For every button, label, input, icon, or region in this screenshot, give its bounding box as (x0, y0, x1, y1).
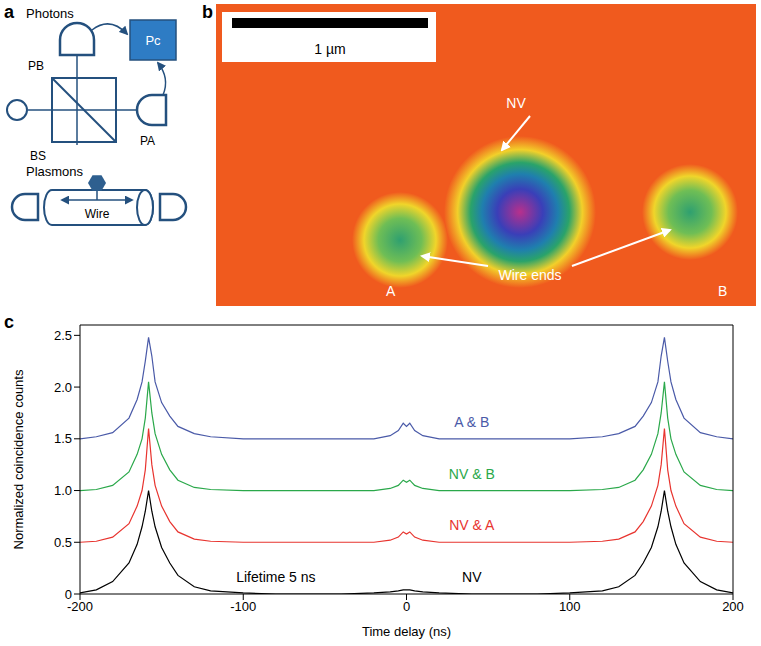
svg-text:Photons: Photons (26, 6, 74, 21)
svg-text:PA: PA (140, 134, 155, 148)
svg-text:NV: NV (506, 95, 526, 111)
svg-text:0: 0 (403, 599, 410, 614)
svg-text:1.5: 1.5 (54, 431, 72, 446)
svg-text:a: a (4, 2, 15, 22)
svg-text:2.5: 2.5 (54, 328, 72, 343)
svg-text:0: 0 (65, 587, 72, 602)
svg-text:B: B (718, 283, 727, 299)
svg-text:NV & B: NV & B (449, 466, 495, 482)
svg-text:Lifetime 5 ns: Lifetime 5 ns (236, 569, 315, 585)
svg-text:NV & A: NV & A (449, 517, 495, 533)
svg-text:A & B: A & B (454, 414, 489, 430)
svg-text:-200: -200 (67, 599, 93, 615)
html-text:c: c (4, 312, 14, 332)
svg-text:-100: -100 (230, 599, 256, 614)
svg-text:2.0: 2.0 (54, 380, 72, 395)
svg-text:Wire ends: Wire ends (498, 267, 561, 283)
svg-text:0.5: 0.5 (54, 535, 72, 550)
svg-text:Normalized coincidence counts: Normalized coincidence counts (11, 369, 26, 549)
svg-text:BS: BS (30, 149, 46, 163)
svg-text:1 µm: 1 µm (314, 41, 345, 57)
svg-text:Plasmons: Plasmons (26, 164, 84, 179)
svg-text:100: 100 (559, 599, 581, 614)
svg-text:PB: PB (28, 59, 44, 73)
svg-text:NV: NV (462, 569, 482, 585)
svg-text:1.0: 1.0 (54, 483, 72, 498)
svg-text:200: 200 (722, 599, 744, 614)
svg-text:Wire: Wire (85, 207, 110, 221)
svg-text:Pc: Pc (145, 33, 161, 48)
svg-text:b: b (202, 2, 213, 22)
svg-text:A: A (386, 283, 396, 299)
svg-text:Time delay (ns): Time delay (ns) (362, 624, 451, 639)
